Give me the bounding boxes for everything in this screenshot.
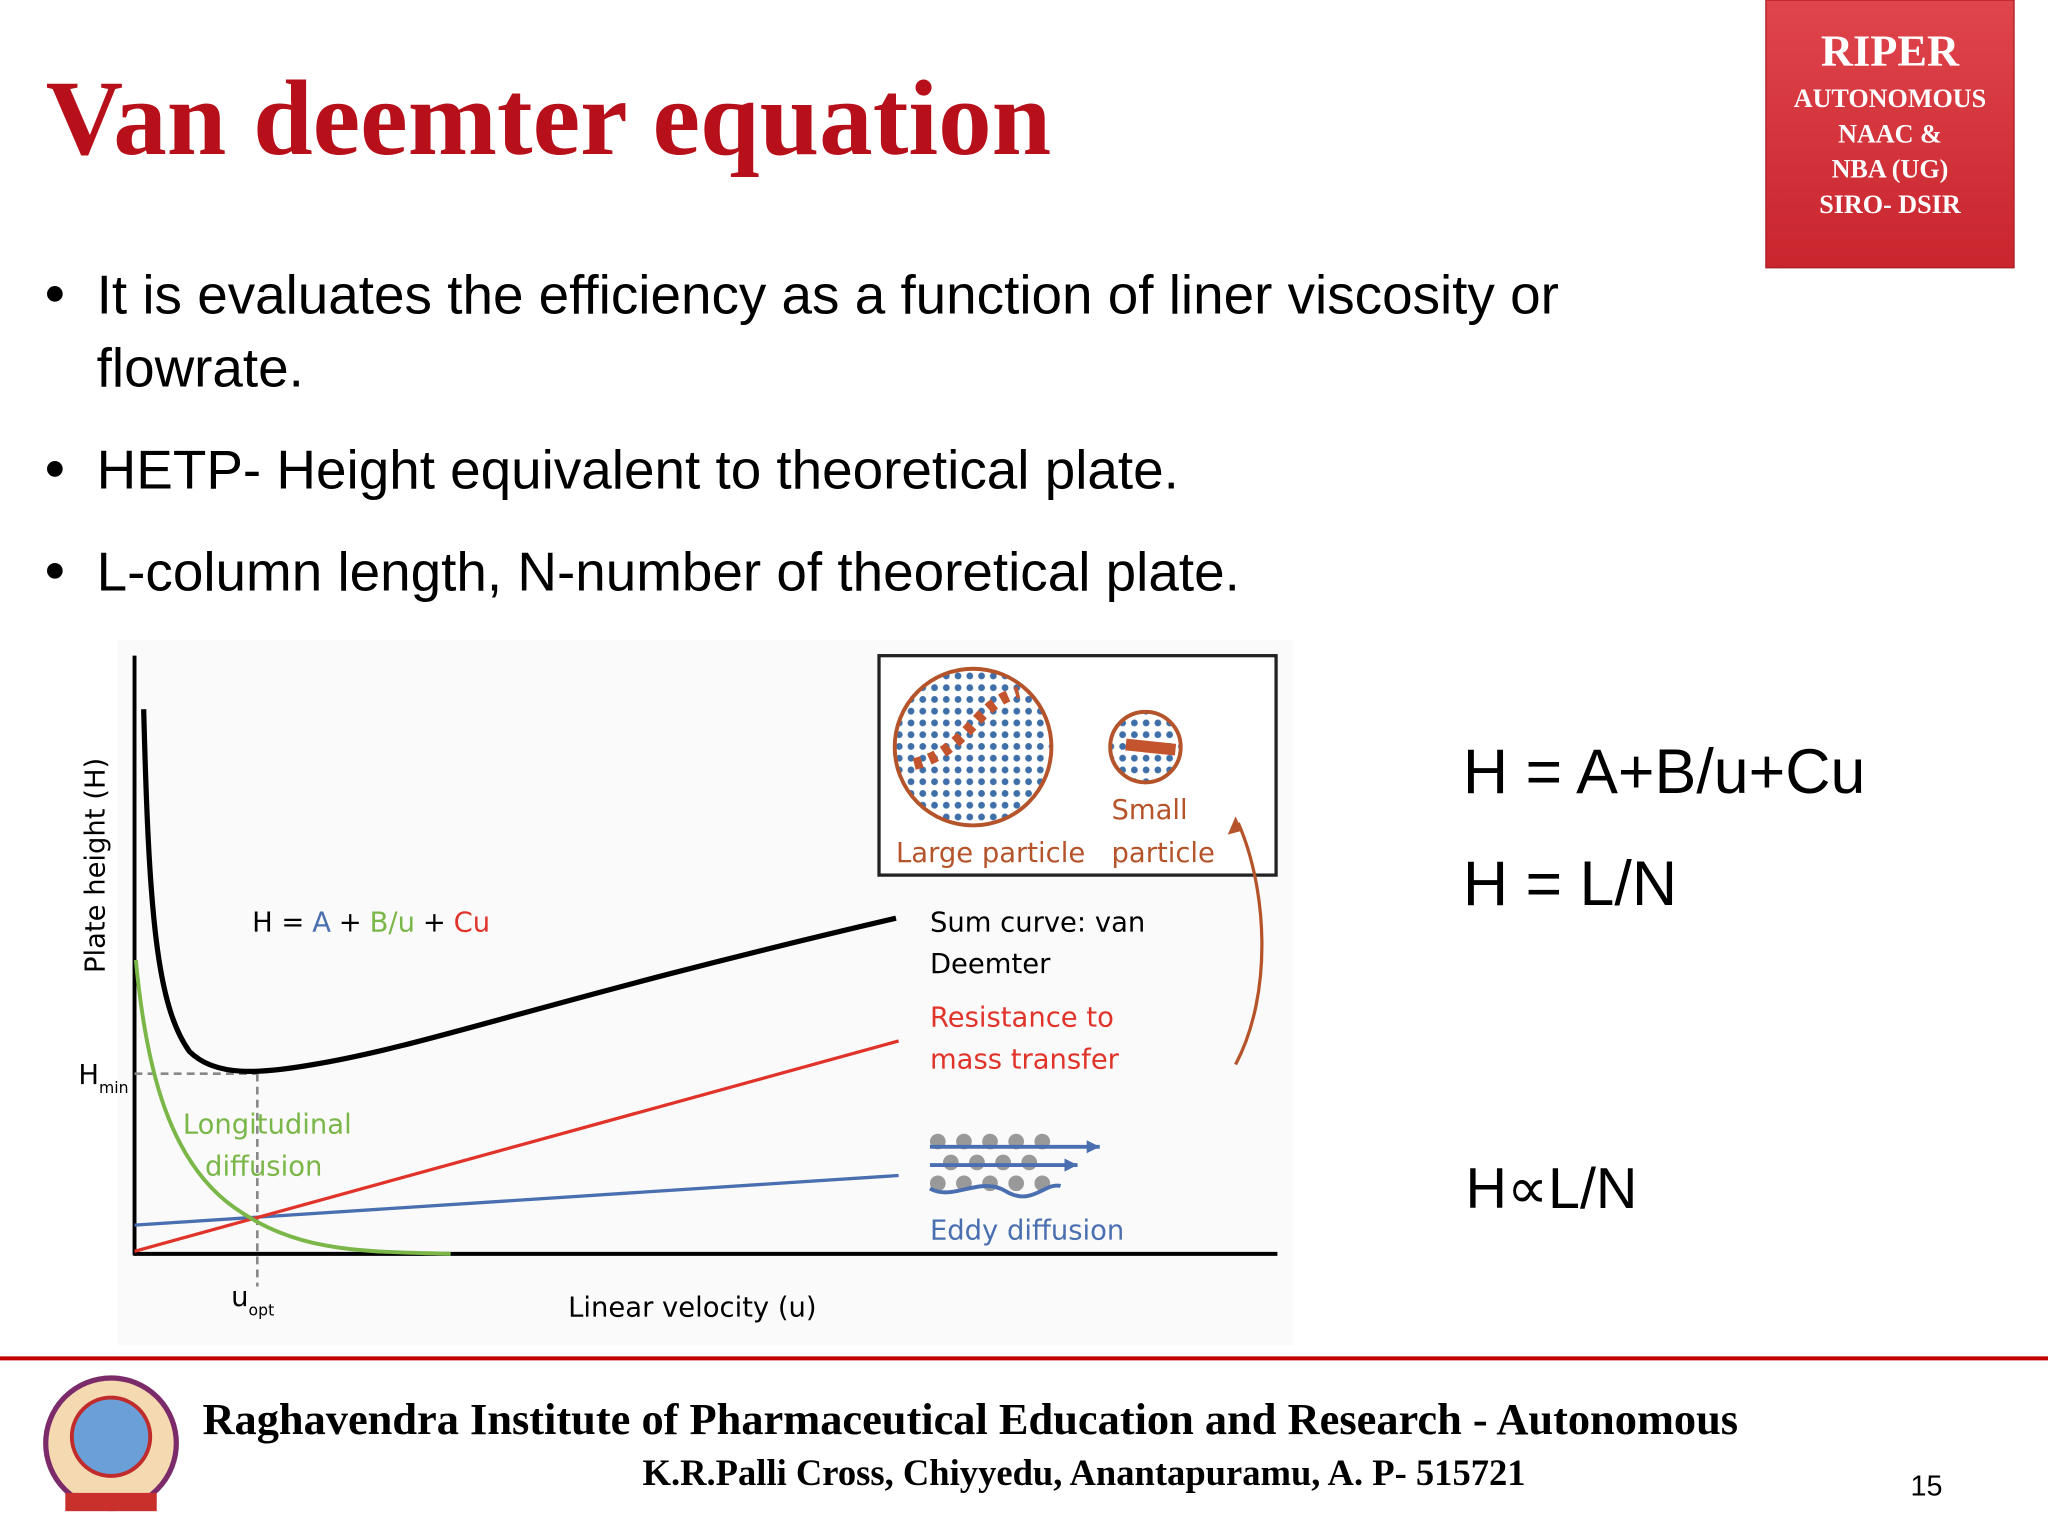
logo-ribbon — [65, 1492, 157, 1512]
badge-text: RIPER — [1821, 25, 1960, 75]
address: K.R.Palli Cross, Chiyyedu, Anantapuramu,… — [643, 1452, 1526, 1493]
eq-part: + — [339, 907, 362, 938]
particle — [929, 1175, 946, 1192]
resistance-label: Resistance to — [930, 1003, 1114, 1034]
logo-inner — [69, 1395, 153, 1478]
large-particle — [892, 666, 1054, 828]
mass-transfer-line — [134, 1039, 900, 1253]
particle — [969, 1154, 985, 1171]
resistance-label: mass transfer — [930, 1044, 1120, 1075]
small-path — [1125, 738, 1177, 756]
equation-text: H = L/N — [1463, 849, 1677, 919]
badge-text: SIRO- DSIR — [1819, 190, 1962, 219]
u-opt-main: u — [231, 1282, 248, 1313]
equation-text: H∝L/N — [1465, 1157, 1637, 1221]
eddy-label: Eddy diffusion — [930, 1216, 1124, 1247]
equation-text: H = A+B/u+Cu — [1463, 737, 1866, 807]
figure: Plate height (H) Hmin uopt Linear veloci… — [78, 640, 1294, 1346]
h-min-sub: min — [99, 1078, 129, 1097]
small-particle-label: particle — [1112, 838, 1215, 869]
h-min-label: Hmin — [78, 1060, 128, 1097]
arrow-head — [1064, 1140, 1100, 1172]
equation: H = A + B/u + Cu — [252, 907, 490, 938]
particle — [1008, 1175, 1024, 1192]
bullet-text: HETP- Height equivalent to theoretical p… — [97, 438, 1179, 500]
y-axis-label: Plate height (H) — [80, 758, 111, 973]
eq-part: B/u — [370, 907, 415, 938]
eq-part: A — [312, 907, 331, 938]
sum-curve — [141, 709, 897, 1075]
longitudinal-label: diffusion — [205, 1152, 322, 1183]
particle — [1021, 1154, 1038, 1171]
bullet-dot — [47, 461, 63, 477]
large-particle-label: Large particle — [896, 838, 1085, 869]
small-particle-label: Small — [1112, 795, 1188, 826]
badge-text: AUTONOMOUS — [1794, 84, 1986, 113]
eq-part: + — [423, 907, 446, 938]
longitudinal-curve — [133, 959, 451, 1256]
particle — [943, 1154, 959, 1171]
eddy-icon — [929, 1133, 1100, 1199]
page-number: 15 — [1911, 1471, 1943, 1503]
u-opt-sub: opt — [249, 1300, 275, 1319]
arrow-head — [1227, 816, 1243, 835]
u-opt-label: uopt — [231, 1282, 274, 1319]
longitudinal-label: Longitudinal — [183, 1110, 352, 1141]
large-path — [912, 686, 1021, 770]
x-axis-label: Linear velocity (u) — [568, 1293, 816, 1324]
h-min-main: H — [78, 1060, 99, 1091]
bullet-dot — [47, 562, 63, 579]
particle — [995, 1154, 1011, 1171]
bullet-text: flowrate. — [97, 337, 304, 399]
eq-part: Cu — [454, 907, 491, 938]
institute-name: Raghavendra Institute of Pharmaceutical … — [202, 1394, 1738, 1444]
bullet-text: L-column length, N-number of theoretical… — [97, 540, 1240, 602]
sum-curve-label: Sum curve: van — [930, 907, 1145, 938]
badge — [1765, 0, 2015, 269]
badge-text: NBA (UG) — [1832, 155, 1949, 184]
title: Van deemter equation — [46, 60, 1052, 178]
sum-curve-label: Deemter — [930, 949, 1051, 980]
flow-arrow — [929, 1144, 1100, 1199]
badge-text: NAAC & — [1838, 119, 1942, 148]
bullet-text: It is evaluates the efficiency as a func… — [97, 263, 1559, 325]
curved-arrow — [1234, 822, 1264, 1066]
eq-part: H = — [252, 907, 304, 938]
bullet-dot — [47, 286, 63, 302]
